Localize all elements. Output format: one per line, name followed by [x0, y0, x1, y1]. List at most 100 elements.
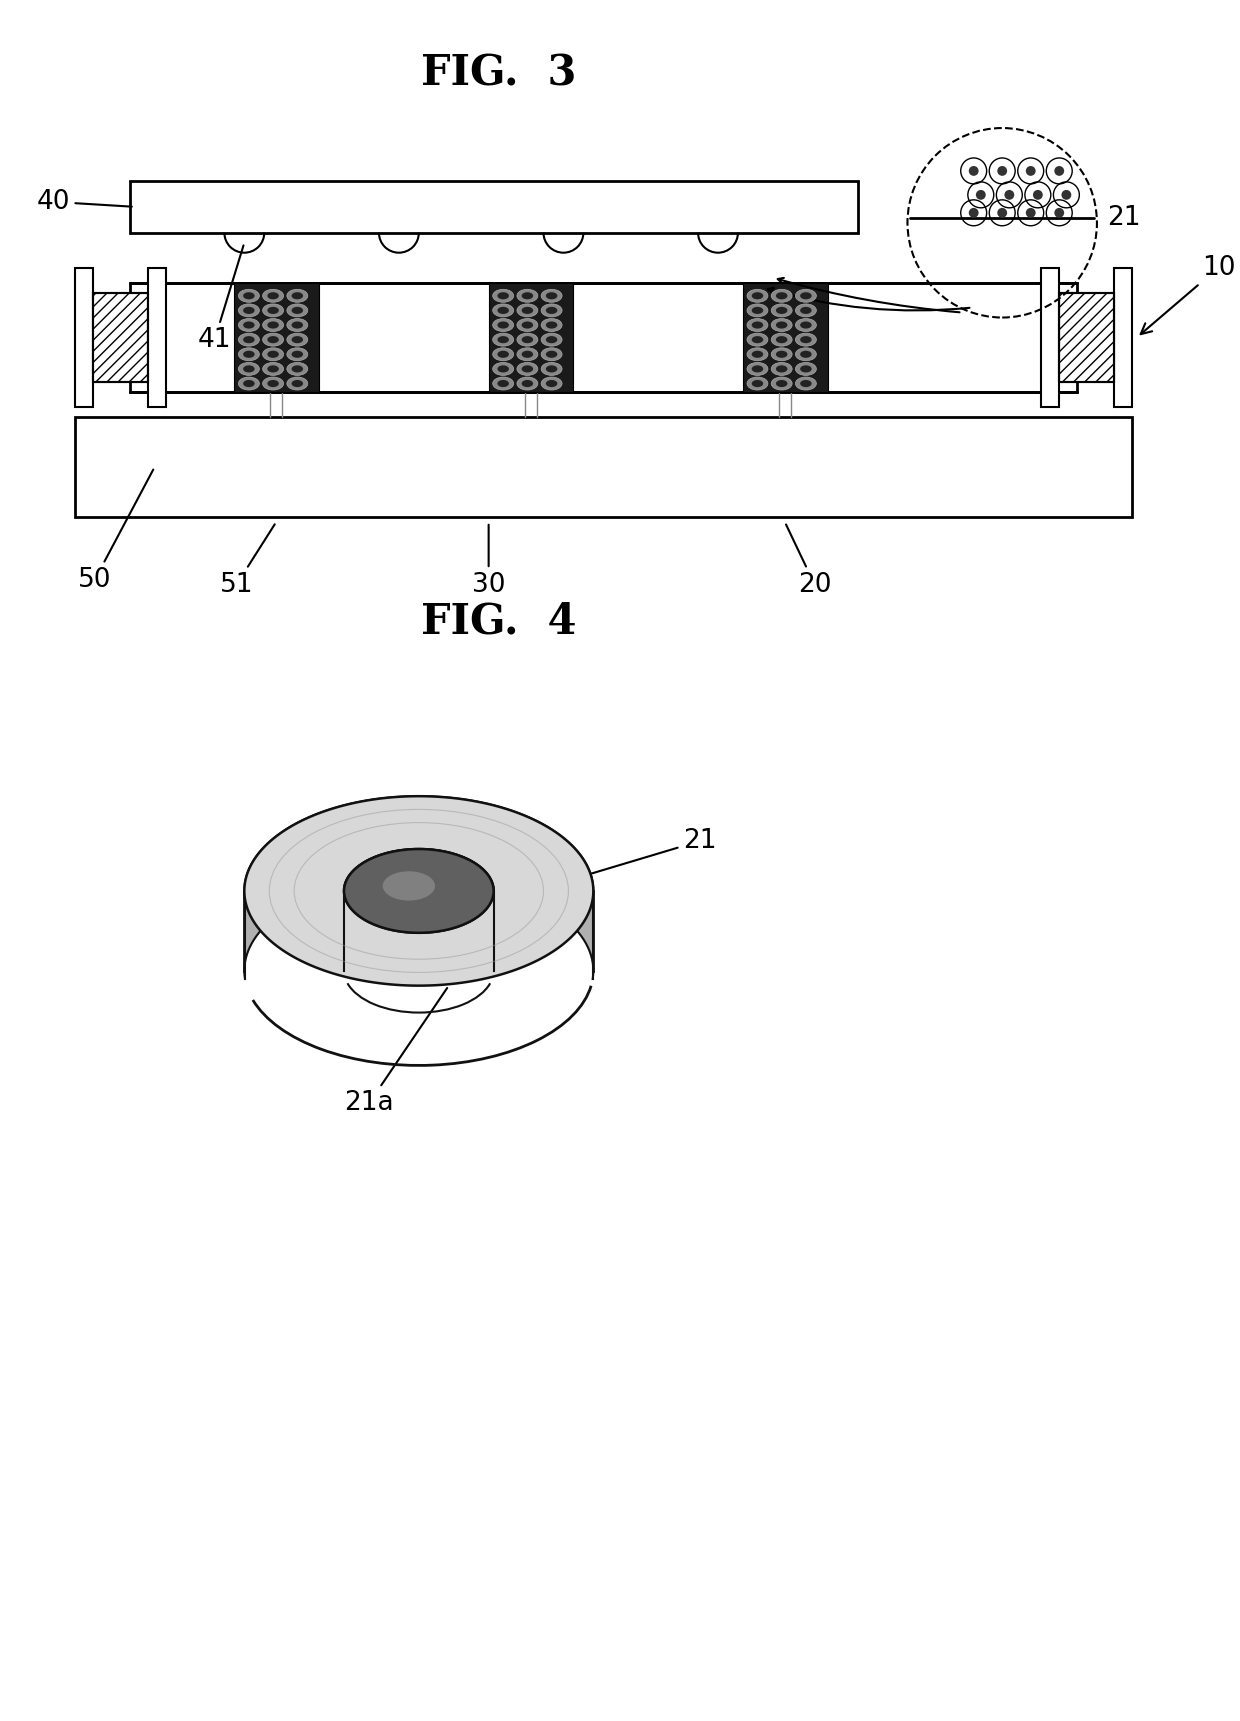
- Ellipse shape: [746, 318, 768, 332]
- Circle shape: [976, 189, 986, 200]
- Ellipse shape: [238, 377, 259, 391]
- Ellipse shape: [238, 348, 259, 361]
- Text: 20: 20: [786, 525, 832, 597]
- Ellipse shape: [492, 318, 513, 332]
- Text: 30: 30: [472, 525, 506, 597]
- Ellipse shape: [286, 377, 308, 391]
- Circle shape: [1033, 189, 1043, 200]
- Ellipse shape: [751, 336, 763, 342]
- Ellipse shape: [383, 871, 435, 900]
- Bar: [74, 416, 1132, 516]
- Ellipse shape: [291, 380, 303, 387]
- Ellipse shape: [243, 322, 254, 329]
- Ellipse shape: [492, 289, 513, 303]
- Ellipse shape: [795, 377, 816, 391]
- Ellipse shape: [746, 305, 768, 317]
- Ellipse shape: [795, 289, 816, 303]
- Ellipse shape: [776, 336, 787, 342]
- Ellipse shape: [497, 293, 508, 299]
- Ellipse shape: [268, 365, 279, 372]
- Ellipse shape: [291, 322, 303, 329]
- Text: 21: 21: [1107, 205, 1141, 231]
- Ellipse shape: [286, 305, 308, 317]
- Bar: [93, 293, 148, 382]
- Ellipse shape: [243, 380, 254, 387]
- Polygon shape: [244, 797, 594, 979]
- Ellipse shape: [522, 380, 533, 387]
- Ellipse shape: [291, 365, 303, 372]
- Ellipse shape: [800, 351, 812, 358]
- Ellipse shape: [800, 380, 812, 387]
- Ellipse shape: [522, 336, 533, 342]
- Ellipse shape: [238, 318, 259, 332]
- Ellipse shape: [263, 305, 284, 317]
- Ellipse shape: [343, 848, 494, 933]
- Ellipse shape: [546, 322, 557, 329]
- Ellipse shape: [286, 289, 308, 303]
- Ellipse shape: [771, 305, 792, 317]
- Ellipse shape: [517, 334, 538, 346]
- Ellipse shape: [751, 306, 763, 313]
- Ellipse shape: [291, 306, 303, 313]
- Ellipse shape: [522, 365, 533, 372]
- Ellipse shape: [492, 334, 513, 346]
- Ellipse shape: [771, 363, 792, 375]
- Ellipse shape: [522, 293, 533, 299]
- Circle shape: [1025, 208, 1035, 219]
- Ellipse shape: [243, 365, 254, 372]
- Text: 41: 41: [197, 246, 243, 353]
- Circle shape: [1054, 208, 1064, 219]
- Circle shape: [1004, 189, 1014, 200]
- Circle shape: [997, 165, 1007, 176]
- Ellipse shape: [771, 318, 792, 332]
- Ellipse shape: [522, 322, 533, 329]
- Ellipse shape: [776, 380, 787, 387]
- Ellipse shape: [746, 289, 768, 303]
- Ellipse shape: [795, 318, 816, 332]
- Circle shape: [968, 165, 978, 176]
- Ellipse shape: [263, 363, 284, 375]
- Ellipse shape: [497, 322, 508, 329]
- Ellipse shape: [268, 380, 279, 387]
- Ellipse shape: [286, 348, 308, 361]
- Ellipse shape: [800, 322, 812, 329]
- Ellipse shape: [776, 351, 787, 358]
- Text: FIG.  4: FIG. 4: [420, 601, 577, 642]
- Bar: [743, 282, 827, 392]
- Ellipse shape: [497, 306, 508, 313]
- Ellipse shape: [541, 305, 562, 317]
- Ellipse shape: [243, 306, 254, 313]
- Ellipse shape: [800, 336, 812, 342]
- Circle shape: [1025, 165, 1035, 176]
- Ellipse shape: [268, 293, 279, 299]
- Ellipse shape: [795, 348, 816, 361]
- Ellipse shape: [268, 351, 279, 358]
- Ellipse shape: [497, 365, 508, 372]
- Ellipse shape: [263, 318, 284, 332]
- Bar: [234, 282, 319, 392]
- Ellipse shape: [286, 318, 308, 332]
- Ellipse shape: [800, 293, 812, 299]
- Ellipse shape: [541, 289, 562, 303]
- Ellipse shape: [286, 334, 308, 346]
- Ellipse shape: [746, 348, 768, 361]
- Ellipse shape: [776, 365, 787, 372]
- Ellipse shape: [238, 289, 259, 303]
- Ellipse shape: [243, 293, 254, 299]
- Ellipse shape: [243, 336, 254, 342]
- Text: 50: 50: [78, 470, 154, 592]
- Ellipse shape: [541, 348, 562, 361]
- Ellipse shape: [771, 289, 792, 303]
- Ellipse shape: [795, 363, 816, 375]
- Ellipse shape: [541, 318, 562, 332]
- Ellipse shape: [492, 348, 513, 361]
- Text: 21: 21: [587, 828, 717, 876]
- Ellipse shape: [776, 306, 787, 313]
- Ellipse shape: [541, 377, 562, 391]
- Ellipse shape: [751, 322, 763, 329]
- Ellipse shape: [492, 305, 513, 317]
- Ellipse shape: [751, 351, 763, 358]
- Ellipse shape: [286, 363, 308, 375]
- Circle shape: [1061, 189, 1071, 200]
- Bar: [1059, 293, 1114, 382]
